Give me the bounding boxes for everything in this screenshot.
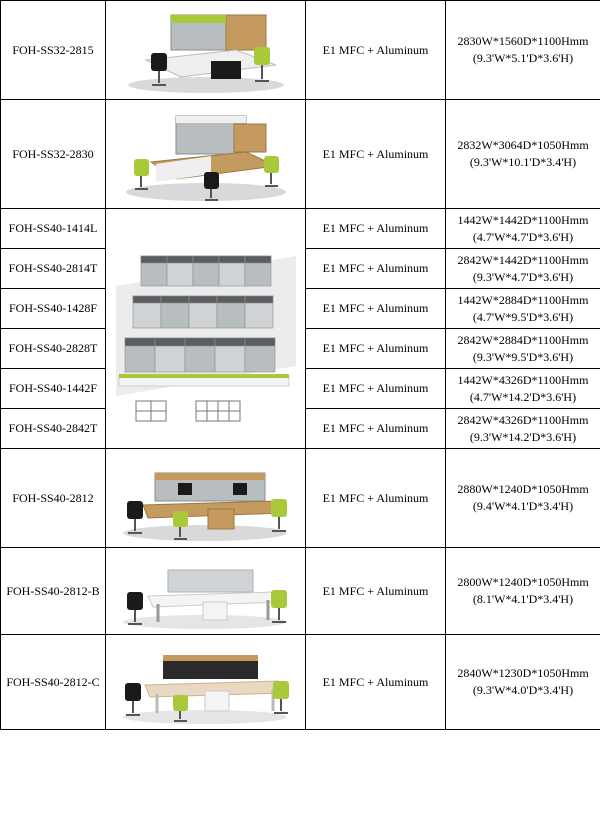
dim-mm: 1442W*1442D*1100Hmm [458,213,589,227]
dim-ft: (8.1'W*4.1'D*3.4'H) [473,592,573,606]
product-image-l-desk-single [110,5,301,95]
image-cell [106,1,306,100]
dimension-cell: 2842W*4326D*1100Hmm (9.3'W*14.2'D*3.6'H) [446,409,600,449]
material-cell: E1 MFC + Aluminum [306,449,446,548]
product-image-workstation-dark [110,639,301,725]
dim-mm: 2830W*1560D*1100Hmm [458,34,589,48]
table-row: FOH-SS40-1414L [1,209,600,249]
product-image-cubicle-grid [110,216,301,441]
dim-mm: 2880W*1240D*1050Hmm [457,482,588,496]
image-cell [106,209,306,449]
dimension-cell: 1442W*2884D*1100Hmm (4.7'W*9.5'D*3.6'H) [446,289,600,329]
sku-cell: FOH-SS40-2842T [1,409,106,449]
sku-cell: FOH-SS40-1428F [1,289,106,329]
dim-mm: 2842W*2884D*1100Hmm [458,333,589,347]
material-cell: E1 MFC + Aluminum [306,329,446,369]
product-image-l-desk-cluster [110,104,301,204]
dimension-cell: 2842W*1442D*1100Hmm (9.3'W*4.7'D*3.6'H) [446,249,600,289]
material-cell: E1 MFC + Aluminum [306,249,446,289]
image-cell [106,449,306,548]
dim-mm: 2842W*1442D*1100Hmm [458,253,589,267]
sku-cell: FOH-SS32-2815 [1,1,106,100]
product-image-workstation-wood [110,453,301,543]
sku-cell: FOH-SS40-2812-C [1,635,106,730]
material-cell: E1 MFC + Aluminum [306,409,446,449]
dim-ft: (4.7'W*14.2'D*3.6'H) [470,390,576,404]
image-cell [106,100,306,209]
material-cell: E1 MFC + Aluminum [306,289,446,329]
material-cell: E1 MFC + Aluminum [306,209,446,249]
dim-ft: (9.3'W*4.0'D*3.4'H) [473,683,573,697]
material-cell: E1 MFC + Aluminum [306,635,446,730]
dim-ft: (9.3'W*9.5'D*3.6'H) [473,350,573,364]
table-row: FOH-SS32-2830 [1,100,600,209]
dim-ft: (9.3'W*4.7'D*3.6'H) [473,270,573,284]
material-cell: E1 MFC + Aluminum [306,369,446,409]
dim-ft: (9.3'W*5.1'D*3.6'H) [473,51,573,65]
material-cell: E1 MFC + Aluminum [306,100,446,209]
dim-ft: (9.3'W*10.1'D*3.4'H) [470,155,576,169]
dimension-cell: 2830W*1560D*1100Hmm (9.3'W*5.1'D*3.6'H) [446,1,600,100]
sku-cell: FOH-SS32-2830 [1,100,106,209]
dimension-cell: 2842W*2884D*1100Hmm (9.3'W*9.5'D*3.6'H) [446,329,600,369]
image-cell [106,635,306,730]
dimension-cell: 2800W*1240D*1050Hmm (8.1'W*4.1'D*3.4'H) [446,548,600,635]
table-row: FOH-SS32-2815 [1,1,600,100]
dim-mm: 1442W*4326D*1100Hmm [458,373,589,387]
dim-ft: (9.4'W*4.1'D*3.4'H) [473,499,573,513]
dim-ft: (4.7'W*9.5'D*3.6'H) [473,310,573,324]
material-cell: E1 MFC + Aluminum [306,548,446,635]
sku-cell: FOH-SS40-2828T [1,329,106,369]
dim-mm: 2842W*4326D*1100Hmm [458,413,589,427]
product-table: FOH-SS32-2815 [0,0,600,730]
dimension-cell: 2840W*1230D*1050Hmm (9.3'W*4.0'D*3.4'H) [446,635,600,730]
dimension-cell: 1442W*4326D*1100Hmm (4.7'W*14.2'D*3.6'H) [446,369,600,409]
material-cell: E1 MFC + Aluminum [306,1,446,100]
dim-ft: (9.3'W*14.2'D*3.6'H) [470,430,576,444]
sku-cell: FOH-SS40-1414L [1,209,106,249]
dimension-cell: 2880W*1240D*1050Hmm (9.4'W*4.1'D*3.4'H) [446,449,600,548]
dim-mm: 2832W*3064D*1050Hmm [457,138,588,152]
table-row: FOH-SS40-2812 [1,449,600,548]
dim-mm: 2840W*1230D*1050Hmm [457,666,588,680]
sku-cell: FOH-SS40-1442F [1,369,106,409]
table-row: FOH-SS40-2812-B [1,548,600,635]
dim-mm: 2800W*1240D*1050Hmm [457,575,588,589]
sku-cell: FOH-SS40-2814T [1,249,106,289]
dim-mm: 1442W*2884D*1100Hmm [458,293,589,307]
sku-cell: FOH-SS40-2812 [1,449,106,548]
dim-ft: (4.7'W*4.7'D*3.6'H) [473,230,573,244]
dimension-cell: 2832W*3064D*1050Hmm (9.3'W*10.1'D*3.4'H) [446,100,600,209]
sku-cell: FOH-SS40-2812-B [1,548,106,635]
dimension-cell: 1442W*1442D*1100Hmm (4.7'W*4.7'D*3.6'H) [446,209,600,249]
table-row: FOH-SS40-2812-C [1,635,600,730]
product-image-workstation-white [110,552,301,630]
image-cell [106,548,306,635]
